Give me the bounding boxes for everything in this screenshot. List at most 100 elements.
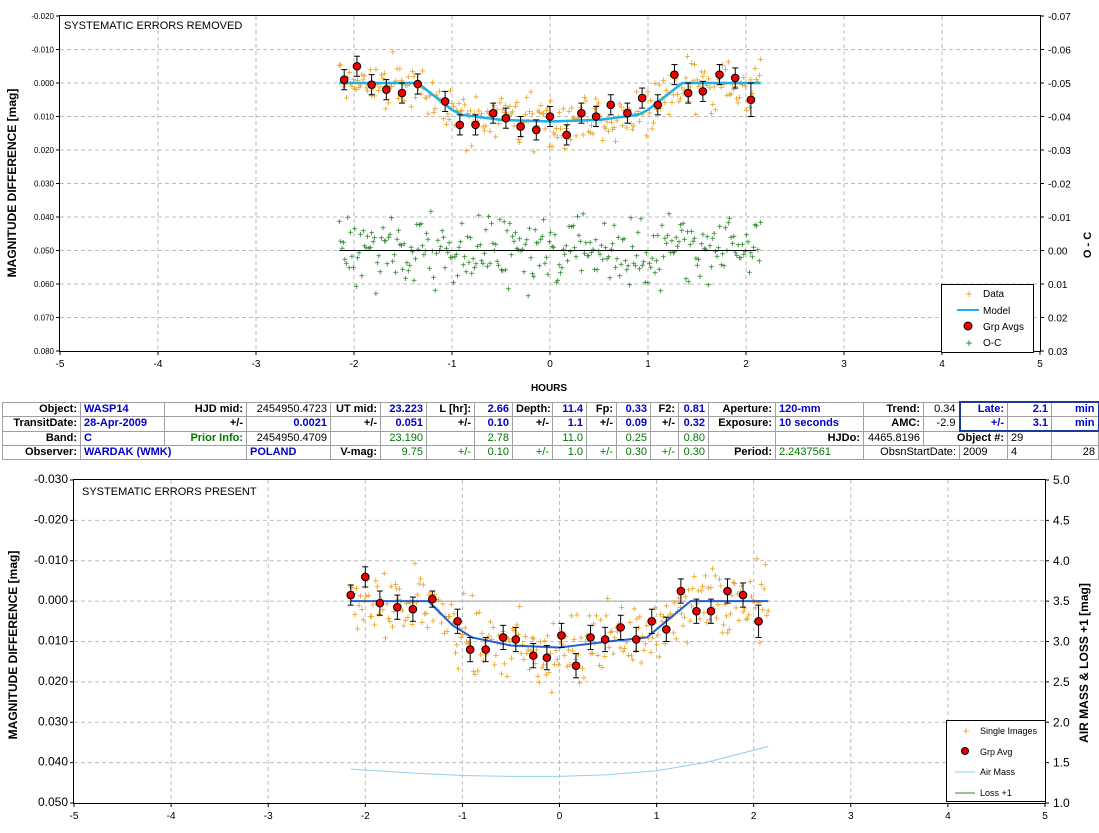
bottom-legend: + Single Images Grp Avg Air Mass Loss +1 bbox=[946, 720, 1046, 802]
data-point: + bbox=[576, 112, 582, 124]
data-point: + bbox=[412, 558, 418, 570]
data-point: + bbox=[529, 109, 535, 121]
data-point: + bbox=[577, 102, 583, 114]
legend-airmass-label: Air Mass bbox=[980, 767, 1016, 777]
data-point: + bbox=[735, 97, 741, 109]
data-point: + bbox=[705, 582, 711, 594]
oc-point: + bbox=[699, 239, 705, 250]
oc-point: + bbox=[613, 263, 619, 274]
data-point: + bbox=[373, 64, 379, 76]
aperture-value: 120-mm bbox=[775, 401, 864, 417]
data-point: + bbox=[536, 107, 542, 119]
l-err-label: +/- bbox=[426, 416, 475, 432]
y-right-tick-label: 1.0 bbox=[1053, 796, 1070, 810]
data-point: + bbox=[438, 618, 444, 630]
data-point: + bbox=[683, 72, 689, 84]
f2-label: F2: bbox=[650, 401, 679, 417]
oc-point: + bbox=[641, 258, 647, 269]
data-point: + bbox=[426, 90, 432, 102]
oc-point: + bbox=[568, 247, 574, 258]
oc-point: + bbox=[553, 278, 559, 289]
err4-value: 0.30 bbox=[678, 445, 709, 460]
data-point: + bbox=[749, 88, 755, 100]
x-tick-label: -5 bbox=[70, 811, 79, 822]
oc-point: + bbox=[383, 236, 389, 247]
data-point: + bbox=[758, 579, 764, 591]
x-tick-label: 1 bbox=[645, 359, 651, 370]
data-point: + bbox=[632, 645, 638, 657]
data-point: + bbox=[484, 633, 490, 645]
data-point: + bbox=[656, 79, 662, 91]
data-point: + bbox=[567, 660, 573, 672]
data-point: + bbox=[477, 649, 483, 661]
data-point: + bbox=[426, 589, 432, 601]
oc-point: + bbox=[438, 243, 444, 254]
oc-point: + bbox=[680, 219, 686, 230]
data-point: + bbox=[397, 64, 403, 76]
y-tick-label: -0.020 bbox=[31, 12, 54, 21]
data-point: + bbox=[705, 73, 711, 85]
grp-avg-point bbox=[393, 602, 402, 612]
oc-point: + bbox=[418, 219, 424, 230]
data-point: + bbox=[601, 121, 607, 133]
y-tick-label: 0.030 bbox=[38, 714, 68, 728]
hjd-err-label: +/- bbox=[164, 416, 247, 432]
data-point: + bbox=[478, 109, 484, 121]
data-point: + bbox=[574, 113, 580, 125]
data-point: + bbox=[391, 606, 397, 618]
oc-point: + bbox=[489, 219, 495, 230]
oc-point: + bbox=[577, 237, 583, 248]
oc-point: + bbox=[572, 244, 578, 255]
data-point: + bbox=[388, 81, 394, 93]
data-point: + bbox=[490, 622, 496, 634]
data-point: + bbox=[383, 104, 389, 116]
data-point: + bbox=[757, 54, 763, 66]
data-point: + bbox=[390, 46, 396, 58]
oc-point: + bbox=[580, 209, 586, 220]
oc-point: + bbox=[655, 231, 661, 242]
legend-data-label: Data bbox=[983, 289, 1005, 300]
data-point: + bbox=[744, 613, 750, 625]
data-point: + bbox=[470, 666, 476, 678]
data-point: + bbox=[481, 126, 487, 138]
data-point: + bbox=[454, 639, 460, 651]
data-point: + bbox=[754, 554, 760, 566]
data-point: + bbox=[646, 108, 652, 120]
f2-err-value: 0.32 bbox=[678, 416, 709, 432]
oc-point: + bbox=[456, 243, 462, 254]
hjd-mid-value: 2454950.4723 bbox=[246, 401, 331, 417]
data-point: + bbox=[518, 131, 524, 143]
data-point: + bbox=[677, 94, 683, 106]
x-tick-label: -2 bbox=[350, 359, 359, 370]
x-tick-label: -3 bbox=[264, 811, 273, 822]
data-point: + bbox=[687, 616, 693, 628]
oc-point: + bbox=[687, 241, 693, 252]
data-point: + bbox=[443, 119, 449, 131]
data-point: + bbox=[753, 74, 759, 86]
oc-point: + bbox=[372, 233, 378, 244]
grp-avg-point bbox=[706, 606, 716, 616]
oc-point: + bbox=[448, 253, 454, 264]
oc-point: + bbox=[711, 229, 717, 240]
oc-point: + bbox=[365, 232, 371, 243]
oc-point: + bbox=[473, 259, 479, 270]
data-point: + bbox=[608, 117, 614, 129]
bottom-group-averages bbox=[346, 566, 763, 679]
data-point: + bbox=[409, 66, 415, 78]
info-row-4: Observer: WARDAK (WMK) POLAND V-mag: 9.7… bbox=[2, 445, 1099, 460]
oc-point: + bbox=[369, 229, 375, 240]
bottom-chart: ++++++++++++++++++++++++++++++++++++++++… bbox=[6, 472, 1091, 822]
oc-point: + bbox=[367, 243, 373, 254]
oc-point: + bbox=[379, 234, 385, 245]
data-point: + bbox=[409, 619, 415, 631]
data-point: + bbox=[645, 86, 651, 98]
oc-point: + bbox=[424, 229, 430, 240]
data-point: + bbox=[440, 113, 446, 125]
oc-point: + bbox=[597, 250, 603, 261]
data-point: + bbox=[510, 623, 516, 635]
band-label: Band: bbox=[2, 430, 81, 446]
data-point: + bbox=[680, 88, 686, 100]
data-point: + bbox=[595, 650, 601, 662]
legend-grpavg-marker bbox=[961, 747, 969, 755]
data-point: + bbox=[568, 611, 574, 623]
